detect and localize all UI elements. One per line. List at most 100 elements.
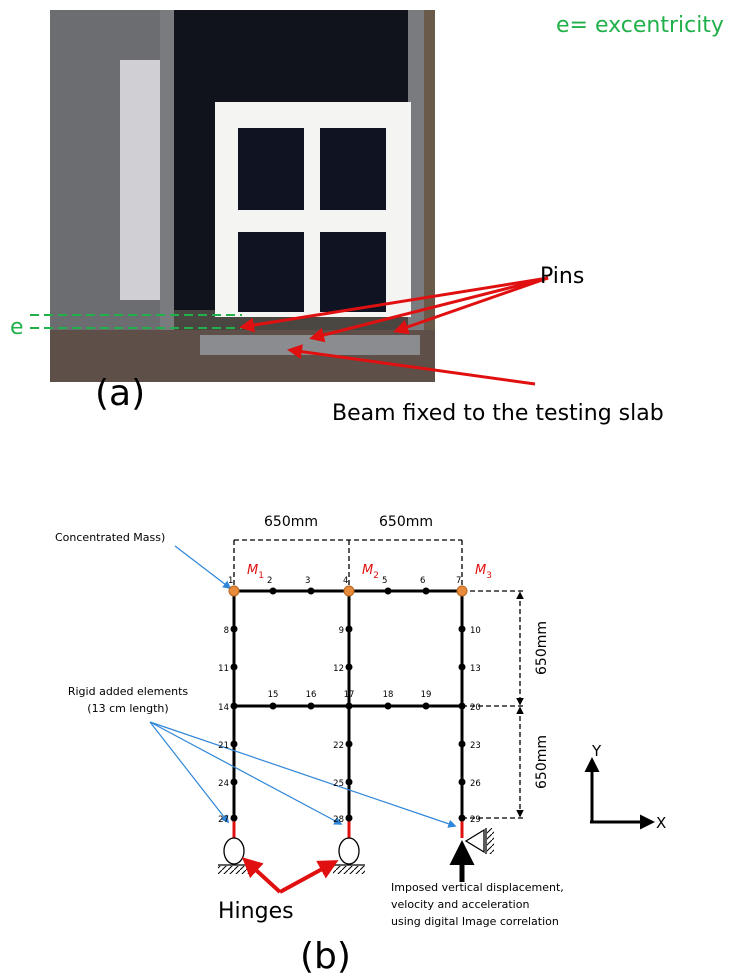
- pin-arrow: [239, 276, 549, 333]
- node: [230, 814, 238, 822]
- mass-symbol: M: [362, 563, 373, 578]
- node: [345, 663, 353, 671]
- node-label: 5: [382, 576, 387, 586]
- node: [345, 702, 353, 710]
- node: [458, 625, 466, 633]
- node-label: 19: [421, 690, 432, 700]
- node: [269, 702, 277, 710]
- node: [345, 778, 353, 786]
- mass-label: M1: [247, 563, 264, 581]
- mass-node: [456, 585, 468, 597]
- beam-arrow: [287, 344, 536, 386]
- hinge: [338, 837, 360, 865]
- photo-window-pane: [320, 232, 386, 312]
- node: [230, 740, 238, 748]
- node: [230, 663, 238, 671]
- mass-pointer: [174, 545, 232, 590]
- photo-post: [408, 10, 424, 382]
- photo-window-pane: [238, 232, 304, 312]
- ground-hatch: [333, 866, 365, 874]
- imposed-note: velocity and acceleration: [391, 898, 529, 911]
- mass-node: [343, 585, 355, 597]
- rigid-note: Rigid added elements: [68, 685, 189, 698]
- mass-node: [228, 585, 240, 597]
- node-label: 1: [228, 576, 233, 586]
- node: [230, 625, 238, 633]
- node: [384, 702, 392, 710]
- mass-symbol: M: [247, 563, 258, 578]
- wall-hatch: [487, 828, 494, 854]
- rigid-pointer: [149, 721, 457, 828]
- node-label: 10: [470, 626, 481, 636]
- axis-label: Y: [591, 742, 602, 760]
- mass-note: Concentrated Mass): [55, 531, 165, 544]
- node: [458, 702, 466, 710]
- hinges-label: Hinges: [218, 899, 294, 924]
- photo-beam: [200, 335, 420, 355]
- node-label: 22: [333, 741, 344, 751]
- mass-index: 2: [373, 571, 379, 581]
- node-label: 25: [333, 779, 344, 789]
- node-label: 14: [218, 703, 229, 713]
- mass-label: M2: [362, 563, 379, 581]
- node: [422, 587, 430, 595]
- hinge-arrow: [242, 857, 282, 894]
- photo-window-pane: [238, 128, 304, 210]
- rigid-note: (13 cm length): [87, 702, 168, 715]
- photo-post: [160, 10, 174, 382]
- imposed-note: Imposed vertical displacement,: [391, 881, 564, 894]
- node-label: 12: [333, 664, 344, 674]
- node-label: 9: [339, 626, 344, 636]
- pin-arrow: [393, 276, 549, 335]
- node-label: 23: [470, 741, 481, 751]
- node: [384, 587, 392, 595]
- node: [458, 814, 466, 822]
- node-label: 8: [224, 626, 229, 636]
- pin-arrow: [309, 276, 549, 343]
- excentricity-note: e= excentricity: [556, 13, 724, 38]
- node: [345, 625, 353, 633]
- node-label: 26: [470, 779, 481, 789]
- node-label: 2: [267, 576, 272, 586]
- node-label: 15: [268, 690, 279, 700]
- imposed-note: using digital Image correlation: [391, 915, 559, 928]
- node: [458, 778, 466, 786]
- node-label: 4: [343, 576, 348, 586]
- photo: [50, 10, 435, 382]
- panel-label: (b): [300, 936, 351, 977]
- supports: [218, 828, 494, 874]
- node: [345, 814, 353, 822]
- node: [307, 587, 315, 595]
- photo-right-edge: [424, 10, 435, 382]
- e-label: e: [10, 315, 24, 340]
- ground-hatch: [218, 866, 250, 874]
- node-label: 16: [306, 690, 317, 700]
- node-label: 13: [470, 664, 481, 674]
- node-label: 21: [218, 741, 229, 751]
- node-label: 24: [218, 779, 229, 789]
- rigid-pointer: [149, 721, 230, 824]
- dimension-lines: [233, 539, 524, 819]
- node: [269, 587, 277, 595]
- node: [230, 778, 238, 786]
- span-label: 650mm: [534, 621, 550, 675]
- node: [230, 702, 238, 710]
- node: [345, 740, 353, 748]
- node-label: 6: [420, 576, 425, 586]
- pointers: [149, 545, 457, 828]
- node-label: 20: [470, 703, 481, 713]
- mass-symbol: M: [475, 563, 486, 578]
- roller-support: [464, 828, 485, 854]
- span-label: 650mm: [379, 514, 433, 530]
- beam-label: Beam fixed to the testing slab: [332, 401, 664, 426]
- node: [307, 702, 315, 710]
- node: [422, 702, 430, 710]
- pins-label: Pins: [540, 264, 584, 289]
- mass-index: 3: [486, 571, 492, 581]
- node-label: 11: [218, 664, 229, 674]
- node-label: 18: [383, 690, 394, 700]
- node-label: 7: [456, 576, 461, 586]
- rigid-pointer: [149, 721, 343, 825]
- hinge: [223, 837, 245, 865]
